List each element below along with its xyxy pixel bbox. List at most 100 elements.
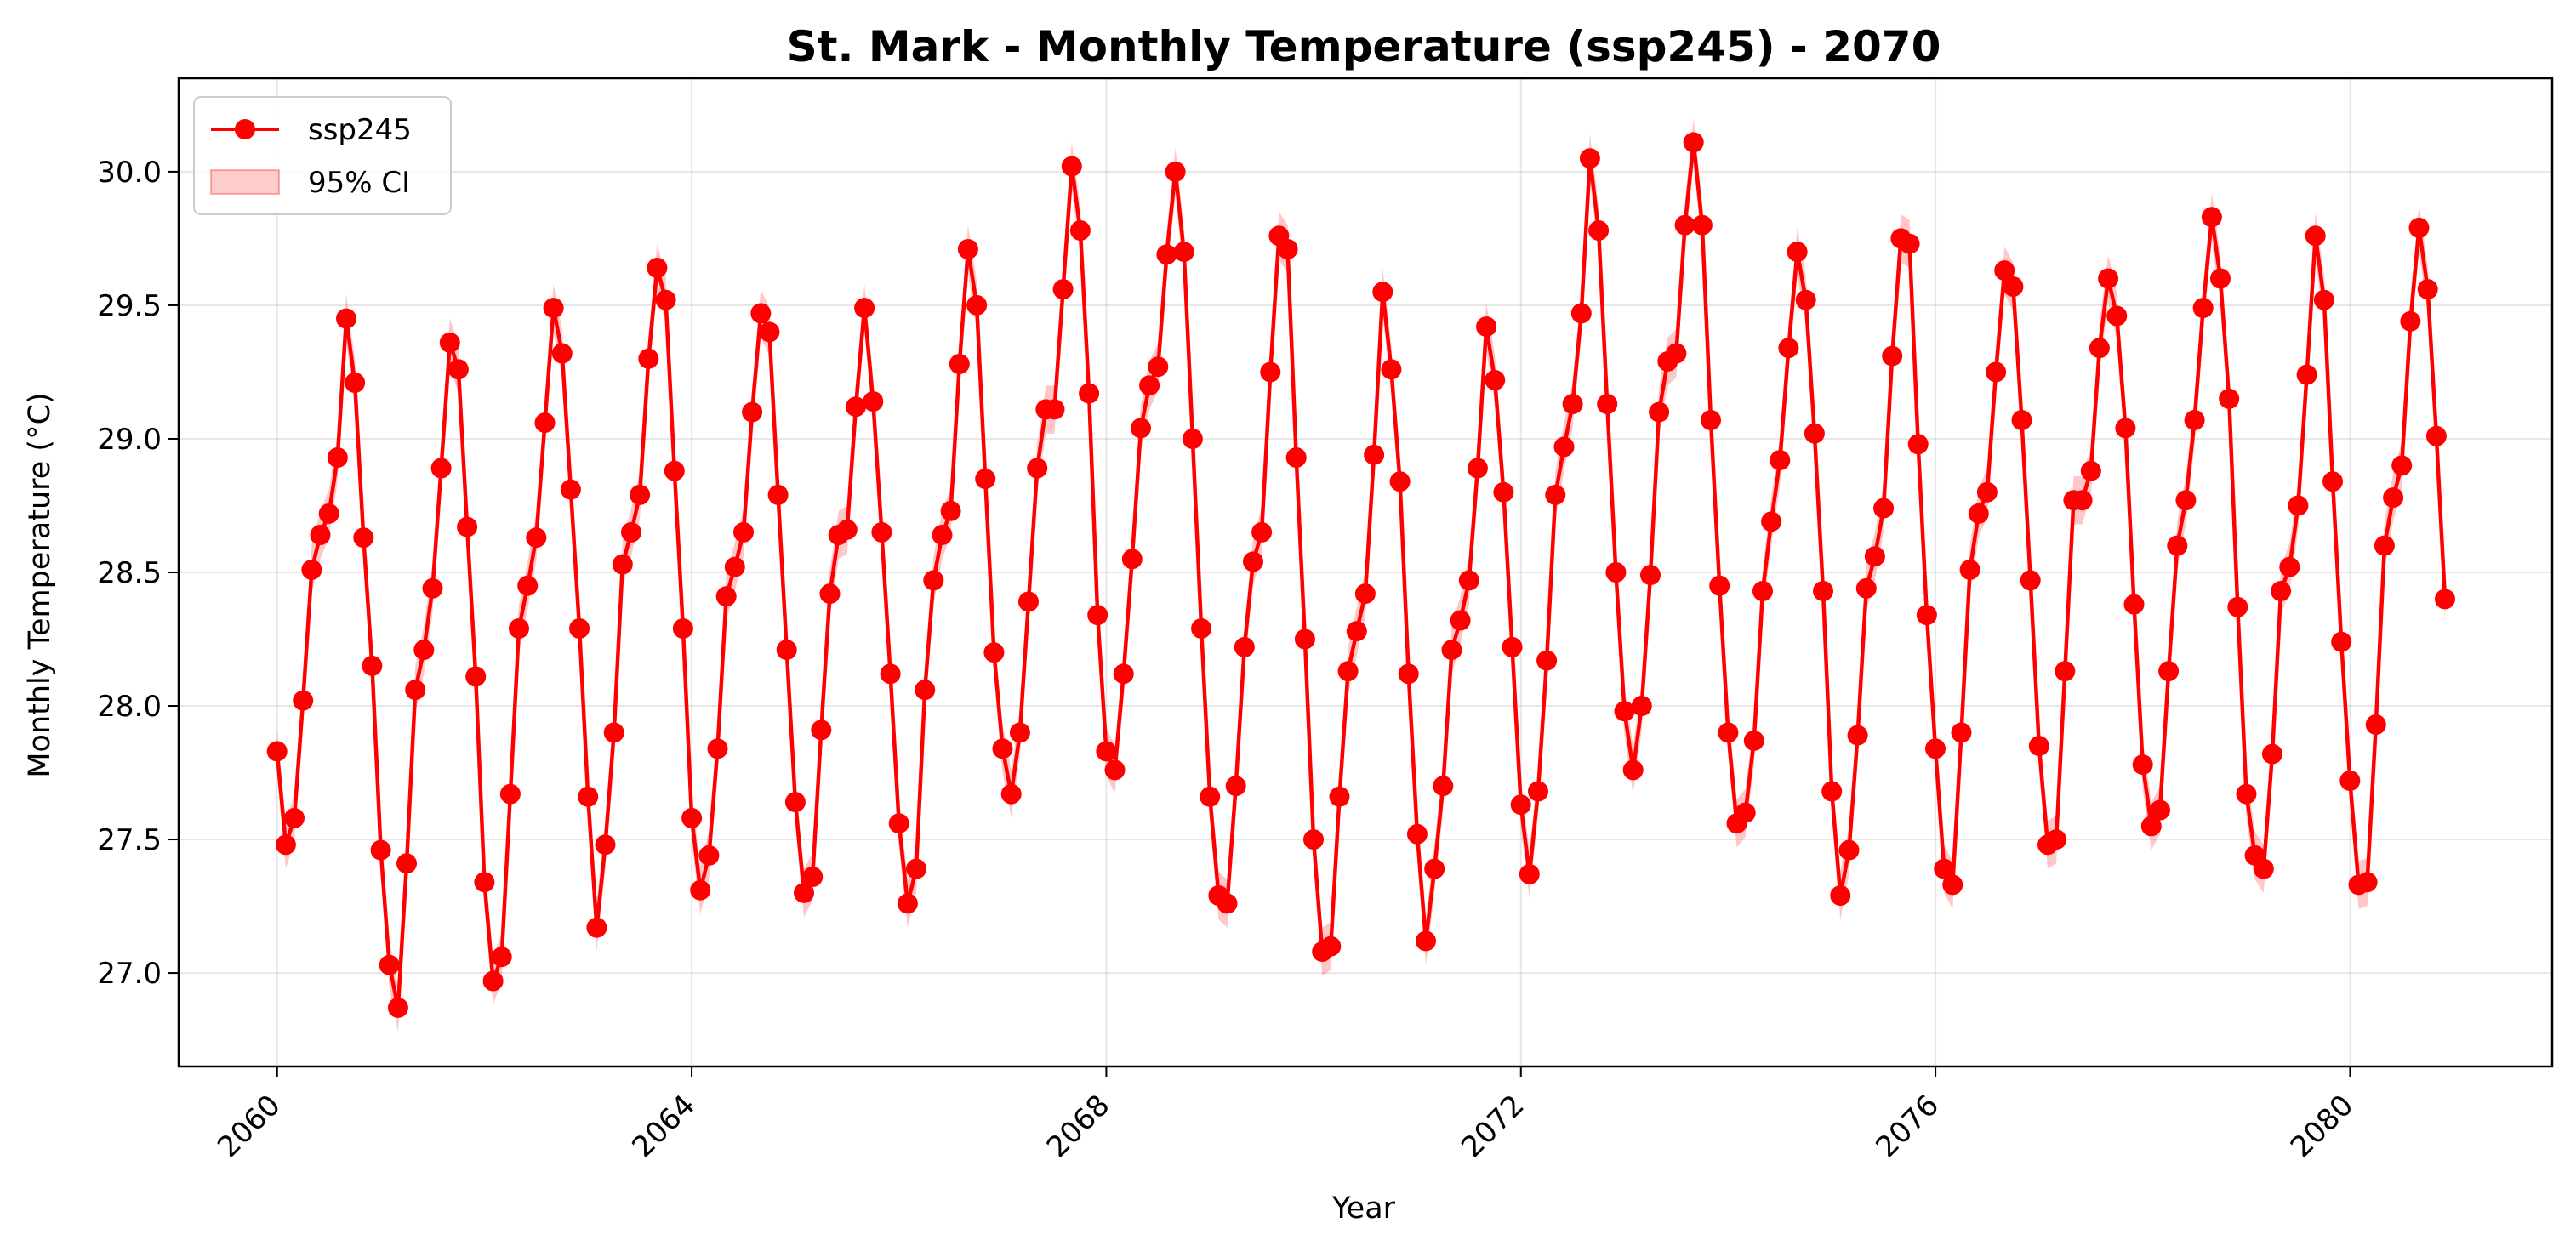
data-point xyxy=(1398,663,1419,685)
data-point xyxy=(569,618,590,639)
data-point xyxy=(915,680,936,701)
data-point xyxy=(1579,148,1600,169)
data-point xyxy=(457,516,478,537)
data-point xyxy=(2400,310,2421,332)
data-point xyxy=(1182,429,1203,449)
data-point xyxy=(2158,661,2180,682)
data-point xyxy=(301,559,322,580)
x-axis-label: Year xyxy=(1331,1192,1396,1226)
data-point xyxy=(949,354,970,374)
data-point xyxy=(2167,535,2188,556)
data-point xyxy=(2417,279,2438,300)
data-point xyxy=(2055,661,2076,682)
data-point xyxy=(2192,298,2214,319)
data-point xyxy=(1364,444,1385,465)
data-point xyxy=(1372,282,1393,303)
data-point xyxy=(2140,816,2162,837)
data-point xyxy=(2313,289,2334,310)
data-point xyxy=(345,373,366,393)
data-point xyxy=(2435,589,2455,610)
data-point xyxy=(621,521,641,543)
data-point xyxy=(1069,220,1091,241)
data-point xyxy=(897,893,918,914)
data-point xyxy=(595,834,616,856)
data-point xyxy=(482,970,504,992)
data-point xyxy=(2271,581,2292,601)
y-tick-label: 28.0 xyxy=(97,690,162,724)
data-point xyxy=(1830,885,1851,906)
data-point xyxy=(2262,743,2282,765)
data-point xyxy=(275,834,296,856)
data-point xyxy=(1381,359,1402,380)
data-point xyxy=(379,954,400,975)
data-point xyxy=(1148,356,1169,378)
data-point xyxy=(2003,276,2024,297)
data-point xyxy=(2011,410,2032,430)
data-point xyxy=(966,294,988,316)
data-point xyxy=(413,640,435,661)
data-point xyxy=(784,792,806,813)
data-point xyxy=(2219,388,2240,409)
data-point xyxy=(1217,893,1238,914)
data-point xyxy=(603,722,624,743)
data-point xyxy=(2279,556,2300,577)
data-point xyxy=(1113,663,1134,685)
data-point xyxy=(1735,802,1756,823)
data-point xyxy=(405,680,426,701)
data-point xyxy=(1787,242,1808,263)
data-point xyxy=(396,853,417,874)
data-point xyxy=(1320,936,1342,957)
chart-title: St. Mark - Monthly Temperature (ssp245) … xyxy=(787,22,1941,71)
data-point xyxy=(1441,640,1462,661)
data-point xyxy=(1614,701,1635,722)
data-point xyxy=(1588,220,1610,241)
data-point xyxy=(1510,794,1531,816)
data-point xyxy=(1882,345,1903,367)
data-point xyxy=(1502,636,1523,657)
data-point xyxy=(1225,776,1246,797)
data-point xyxy=(992,738,1013,759)
data-point xyxy=(638,348,659,369)
data-point xyxy=(387,997,408,1018)
data-point xyxy=(1942,874,1963,896)
data-point xyxy=(1009,722,1030,743)
legend-ci-label: 95% CI xyxy=(308,166,410,200)
data-point xyxy=(888,813,909,834)
legend-box xyxy=(193,96,452,215)
data-point xyxy=(2227,596,2248,617)
data-point xyxy=(802,867,824,887)
data-point xyxy=(370,839,391,861)
data-point xyxy=(1683,132,1704,153)
data-point xyxy=(517,575,539,596)
data-point xyxy=(836,519,858,540)
data-point xyxy=(1277,239,1298,259)
data-point xyxy=(923,570,944,591)
data-point xyxy=(2123,594,2145,615)
y-tick-label: 27.5 xyxy=(97,823,162,857)
data-point xyxy=(1121,549,1143,570)
data-point xyxy=(1450,610,1471,631)
data-point xyxy=(439,332,460,353)
data-point xyxy=(1873,498,1895,519)
y-tick-label: 27.0 xyxy=(97,957,162,991)
data-point xyxy=(293,690,314,711)
data-point xyxy=(2106,305,2128,327)
data-point xyxy=(2089,338,2110,359)
data-point xyxy=(811,720,832,741)
data-point xyxy=(1052,279,1074,300)
data-point xyxy=(1743,730,1764,751)
data-point xyxy=(871,521,892,543)
data-point xyxy=(1691,214,1713,236)
data-point xyxy=(1545,484,1566,505)
data-point xyxy=(1666,343,1687,364)
data-point xyxy=(2098,268,2119,289)
data-point xyxy=(1303,829,1324,850)
data-point xyxy=(2020,570,2041,591)
data-point xyxy=(880,663,901,685)
data-point xyxy=(1528,781,1548,802)
data-point xyxy=(1087,605,1108,626)
data-point xyxy=(1925,738,1946,759)
data-point xyxy=(940,500,961,521)
data-point xyxy=(1346,621,1367,642)
